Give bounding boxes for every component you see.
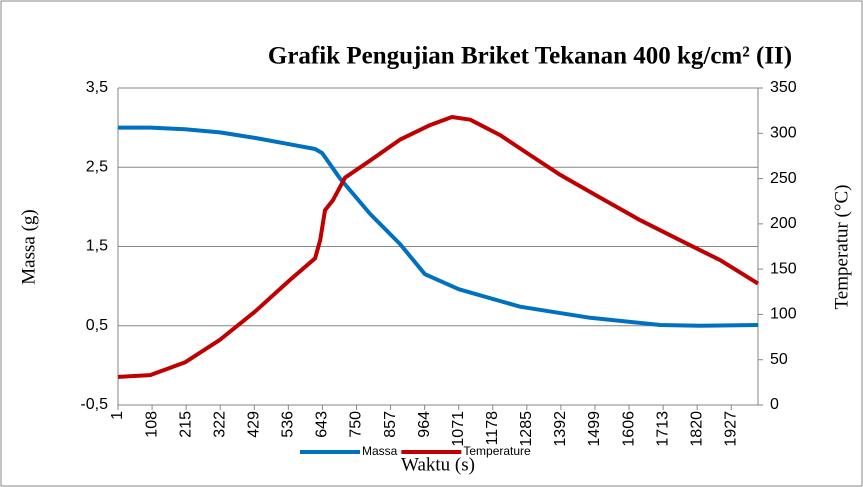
x-tick-label: 108: [143, 411, 160, 438]
x-tick-label: 1285: [518, 411, 535, 447]
x-tick-label: 1178: [484, 411, 501, 446]
x-tick-label: 1499: [586, 411, 603, 447]
x-tick-label: 857: [382, 411, 399, 438]
y2-tick-label: 350: [770, 79, 797, 96]
x-tick-label: 536: [280, 411, 297, 438]
y2-tick-label: 200: [770, 215, 797, 232]
legend-label: Temperature: [463, 444, 531, 458]
x-tick-label: 750: [348, 411, 365, 438]
y2-axis-label: Temperatur (°C): [831, 185, 852, 310]
y2-tick-label: 150: [770, 260, 797, 277]
y2-tick-label: 0: [770, 396, 779, 413]
y-tick-label: 2,5: [86, 158, 108, 175]
legend-label: Massa: [362, 444, 398, 458]
x-tick-label: 1071: [450, 411, 467, 447]
chart-title: Grafik Pengujian Briket Tekanan 400 kg/c…: [268, 43, 792, 70]
x-tick-label: 964: [416, 411, 433, 438]
x-tick-label: 1927: [722, 411, 739, 447]
y-tick-label: 3,5: [86, 79, 108, 96]
y2-tick-label: 100: [770, 306, 797, 323]
x-tick-label: 322: [211, 411, 228, 438]
line-series: [117, 115, 760, 379]
y2-tick-label: 250: [770, 170, 797, 187]
x-tick-label: 429: [245, 411, 262, 438]
y-tick-label: 1,5: [86, 238, 108, 255]
x-tick-label: 1: [109, 411, 126, 420]
x-tick-label: 643: [314, 411, 331, 438]
x-tick-label: 1713: [654, 411, 671, 447]
y-tick-label: -0,5: [80, 396, 108, 413]
x-tick-label: 1820: [688, 411, 705, 447]
x-tick-label: 215: [177, 411, 194, 438]
y-tick-label: 0,5: [86, 317, 108, 334]
x-tick-label: 1392: [552, 411, 569, 447]
y2-tick-label: 50: [770, 351, 788, 368]
y-axis-label: Massa (g): [18, 209, 39, 284]
y2-tick-label: 300: [770, 125, 797, 142]
x-axis-label: Waktu (s): [401, 454, 475, 475]
line-series: [118, 125, 759, 328]
x-tick-label: 1606: [620, 411, 637, 447]
